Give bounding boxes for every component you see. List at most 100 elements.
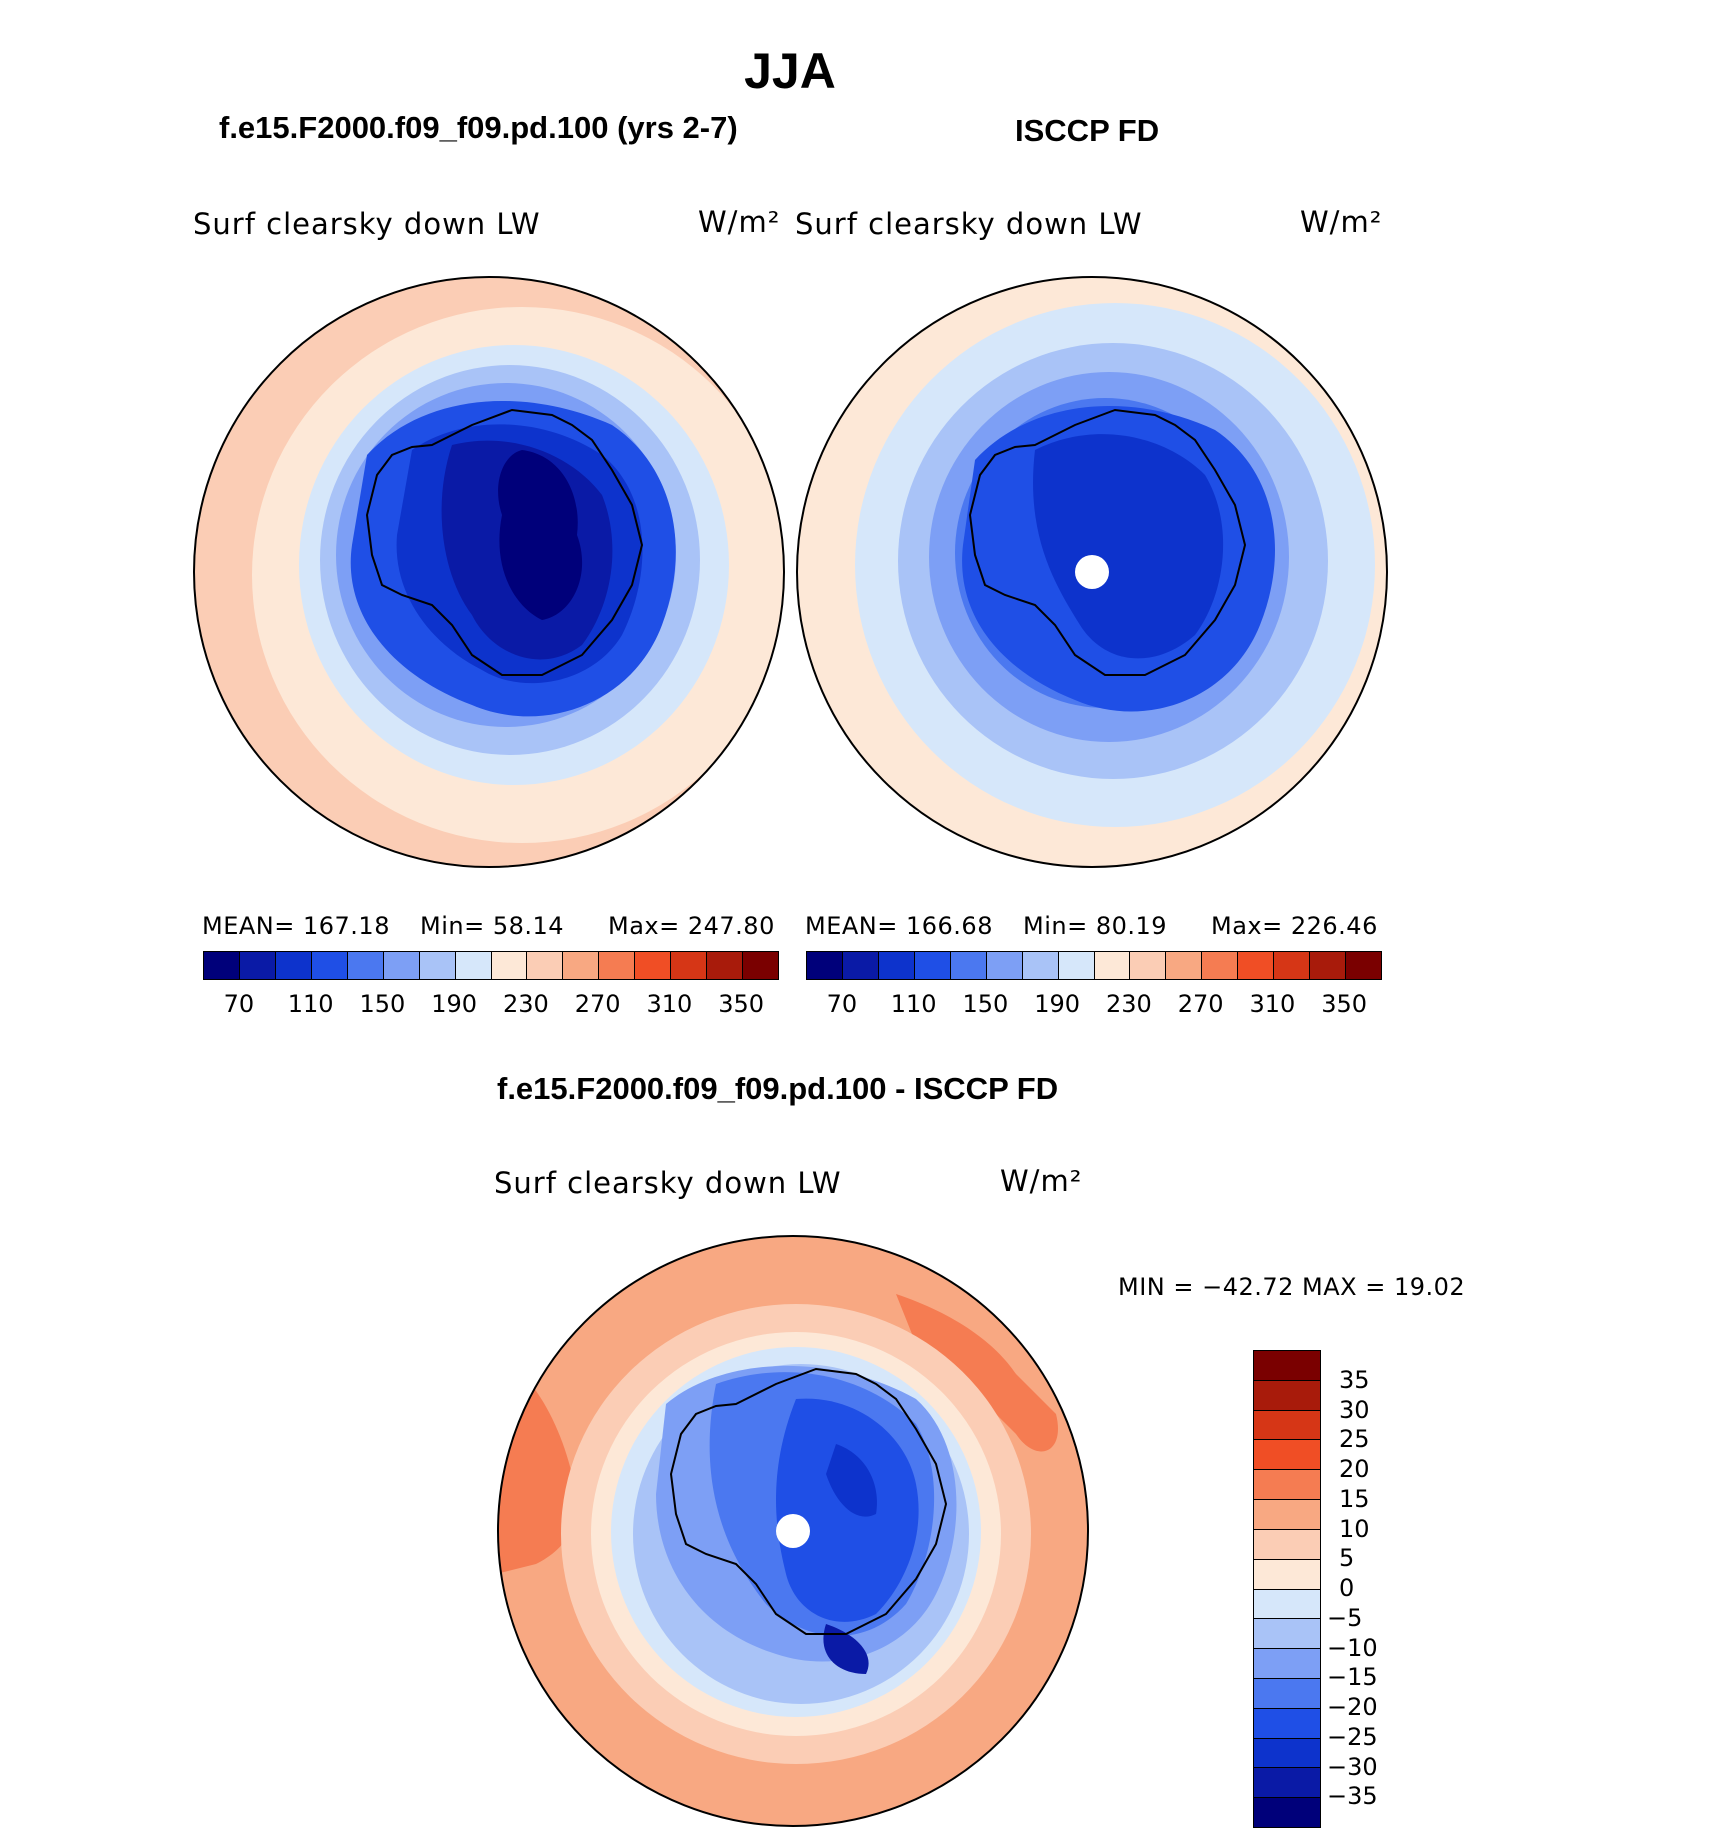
left-polar-map [193, 276, 785, 868]
colorbar-tick-label: 310 [646, 990, 693, 1018]
colorbar-swatch [1254, 1470, 1320, 1501]
colorbar-tick-label: −10 [1327, 1633, 1378, 1662]
diff-minmax: MIN = −42.72 MAX = 19.02 [1118, 1273, 1466, 1301]
colorbar-swatch [914, 952, 951, 979]
diff-units-label: W/m² [1000, 1164, 1083, 1198]
colorbar-swatch [1254, 1500, 1320, 1530]
colorbar-swatch [1254, 1589, 1320, 1620]
colorbar-swatch [1022, 952, 1059, 979]
colorbar-tick-label: 150 [359, 990, 406, 1018]
colorbar-tick-label: 20 [1339, 1455, 1370, 1483]
colorbar-tick-label: 190 [431, 990, 478, 1018]
colorbar-swatch [204, 952, 240, 979]
colorbar-swatch [1254, 1440, 1320, 1471]
colorbar-swatch [1254, 1768, 1320, 1799]
colorbar-tick-label: 190 [1034, 990, 1081, 1018]
colorbar-swatch [878, 952, 915, 979]
left-units-label: W/m² [698, 205, 781, 239]
colorbar-tick-label: −5 [1327, 1603, 1363, 1632]
colorbar-swatch [1254, 1738, 1320, 1769]
colorbar-tick-label: 10 [1339, 1514, 1370, 1543]
colorbar-tick-label: 270 [574, 990, 621, 1018]
colorbar-swatch [1238, 952, 1275, 979]
colorbar-tick-label: 310 [1249, 990, 1296, 1018]
colorbar-swatch [1254, 1619, 1320, 1650]
colorbar-swatch [671, 952, 708, 979]
colorbar-tick-label: 35 [1339, 1365, 1370, 1394]
colorbar-swatch [1254, 1410, 1320, 1441]
colorbar-tick-label: −25 [1327, 1722, 1378, 1751]
colorbar-swatch [1058, 952, 1095, 979]
colorbar-swatch [311, 952, 348, 979]
colorbar-swatch [1094, 952, 1131, 979]
colorbar-swatch [986, 952, 1023, 979]
colorbar-swatch [599, 952, 636, 979]
colorbar-swatch [1254, 1351, 1320, 1381]
colorbar-swatch [1130, 952, 1167, 979]
colorbar-swatch [239, 952, 276, 979]
colorbar-tick-label: 70 [826, 990, 858, 1018]
colorbar-swatch [707, 952, 744, 979]
colorbar-tick-label: 150 [962, 990, 1009, 1018]
right-max: Max= 226.46 [1211, 912, 1378, 940]
right-panel-title: ISCCP FD [1015, 113, 1160, 148]
colorbar-tick-label: 25 [1339, 1425, 1370, 1454]
colorbar-swatch [1254, 1529, 1320, 1560]
colorbar-swatch [1310, 952, 1347, 979]
colorbar-swatch [1254, 1649, 1320, 1679]
right-mean: MEAN= 166.68 [805, 912, 993, 940]
colorbar-swatch [347, 952, 384, 979]
colorbar-swatch [1346, 952, 1381, 979]
colorbar-tick-label: 15 [1339, 1484, 1370, 1513]
diff-colorbar [1253, 1350, 1321, 1828]
colorbar-swatch [743, 952, 778, 979]
colorbar-tick-label: −20 [1327, 1693, 1378, 1721]
colorbar-tick-label: 0 [1339, 1574, 1355, 1602]
colorbar-swatch [807, 952, 843, 979]
colorbar-swatch [950, 952, 987, 979]
colorbar-swatch [1254, 1380, 1320, 1411]
colorbar-swatch [1254, 1559, 1320, 1590]
right-min: Min= 80.19 [1023, 912, 1168, 940]
colorbar-tick-label: −35 [1327, 1782, 1378, 1811]
colorbar-swatch [491, 952, 528, 979]
diff-panel-title: f.e15.F2000.f09_f09.pd.100 - ISCCP FD [497, 1071, 1059, 1106]
colorbar-tick-label: 230 [502, 990, 549, 1018]
diff-polar-map [497, 1235, 1089, 1827]
left-max: Max= 247.80 [608, 912, 775, 940]
left-mean: MEAN= 167.18 [202, 912, 390, 940]
colorbar-swatch [1254, 1798, 1320, 1827]
colorbar-tick-label: 350 [718, 990, 765, 1018]
colorbar-swatch [1202, 952, 1239, 979]
diff-variable-label: Surf clearsky down LW [494, 1166, 842, 1200]
colorbar-swatch [563, 952, 600, 979]
right-variable-label: Surf clearsky down LW [795, 207, 1143, 241]
left-min: Min= 58.14 [420, 912, 565, 940]
colorbar-tick-label: −15 [1327, 1663, 1378, 1692]
colorbar-swatch [1254, 1708, 1320, 1739]
colorbar-tick-label: −30 [1327, 1752, 1378, 1781]
colorbar-tick-label: 70 [223, 990, 255, 1018]
colorbar-swatch [455, 952, 492, 979]
left-colorbar [203, 951, 779, 980]
colorbar-tick-label: 350 [1321, 990, 1368, 1018]
colorbar-swatch [1274, 952, 1311, 979]
colorbar-swatch [527, 952, 564, 979]
right-colorbar [806, 951, 1382, 980]
colorbar-tick-label: 230 [1105, 990, 1152, 1018]
colorbar-swatch [1254, 1678, 1320, 1709]
season-title: JJA [744, 43, 836, 99]
colorbar-swatch [383, 952, 420, 979]
colorbar-swatch [275, 952, 312, 979]
colorbar-swatch [842, 952, 879, 979]
colorbar-swatch [1166, 952, 1203, 979]
colorbar-tick-label: 270 [1177, 990, 1224, 1018]
left-variable-label: Surf clearsky down LW [193, 207, 541, 241]
colorbar-swatch [635, 952, 672, 979]
right-units-label: W/m² [1300, 205, 1383, 239]
right-polar-map [796, 276, 1388, 868]
colorbar-tick-label: 110 [890, 990, 937, 1018]
colorbar-tick-label: 5 [1339, 1544, 1355, 1573]
colorbar-tick-label: 110 [287, 990, 334, 1018]
left-panel-title: f.e15.F2000.f09_f09.pd.100 (yrs 2-7) [219, 110, 738, 145]
